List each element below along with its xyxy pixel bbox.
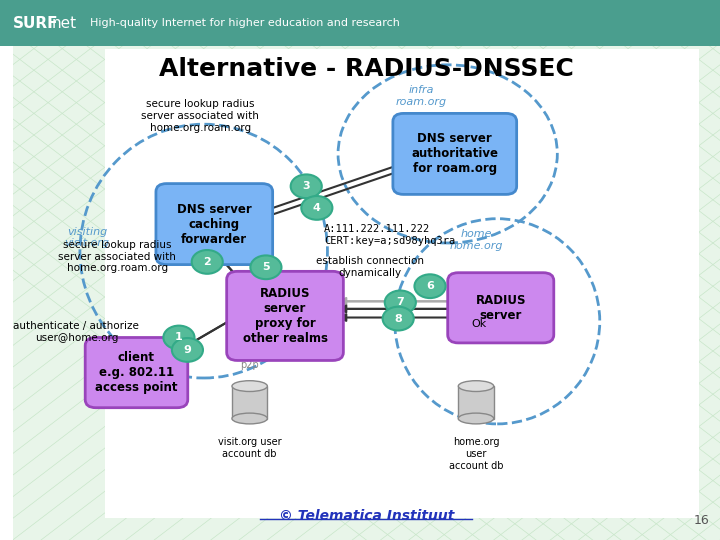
FancyBboxPatch shape [227, 271, 343, 361]
FancyBboxPatch shape [85, 338, 188, 408]
Text: A:111.222.111.222
CERT:key=a;sd98yhq3ra: A:111.222.111.222 CERT:key=a;sd98yhq3ra [324, 224, 455, 246]
Text: secure lookup radius
server associated with
home.org.roam.org: secure lookup radius server associated w… [58, 240, 176, 273]
Circle shape [172, 338, 203, 362]
FancyBboxPatch shape [104, 49, 699, 518]
Ellipse shape [232, 413, 267, 424]
Circle shape [291, 174, 322, 198]
Ellipse shape [459, 381, 494, 392]
Circle shape [384, 291, 416, 314]
Text: Ok: Ok [471, 319, 486, 329]
Text: 9: 9 [184, 345, 192, 355]
Text: p2p: p2p [240, 360, 259, 370]
Text: RADIUS
server
proxy for
other realms: RADIUS server proxy for other realms [243, 287, 328, 345]
FancyBboxPatch shape [448, 273, 554, 343]
Text: establish connection
dynamically: establish connection dynamically [316, 256, 424, 278]
Text: 7: 7 [397, 298, 404, 307]
Text: 4: 4 [313, 203, 321, 213]
Text: SURF: SURF [13, 16, 58, 31]
Text: © Telematica Instituut: © Telematica Instituut [279, 509, 454, 523]
FancyBboxPatch shape [459, 386, 494, 418]
Ellipse shape [232, 381, 267, 392]
Circle shape [251, 255, 282, 279]
Circle shape [163, 326, 194, 349]
Circle shape [301, 196, 333, 220]
Text: authenticate / authorize
user@home.org: authenticate / authorize user@home.org [14, 321, 139, 343]
Circle shape [192, 250, 222, 274]
Text: secure lookup radius
server associated with
home.org.roam.org: secure lookup radius server associated w… [141, 99, 259, 133]
Text: Alternative - RADIUS-DNSSEC: Alternative - RADIUS-DNSSEC [159, 57, 574, 80]
Circle shape [382, 307, 414, 330]
FancyBboxPatch shape [156, 184, 273, 265]
Text: 5: 5 [262, 262, 270, 272]
Text: RADIUS
server: RADIUS server [475, 294, 526, 322]
Circle shape [415, 274, 446, 298]
Text: 1: 1 [175, 333, 183, 342]
FancyBboxPatch shape [232, 386, 267, 418]
Text: visiting
visit.org: visiting visit.org [65, 227, 109, 248]
Text: infra
roam.org: infra roam.org [396, 85, 447, 107]
Text: net: net [52, 16, 77, 31]
Ellipse shape [459, 413, 494, 424]
Text: client
e.g. 802.11
access point: client e.g. 802.11 access point [95, 351, 178, 394]
Text: home.org
user
account db: home.org user account db [449, 437, 503, 470]
Text: home
home.org: home home.org [449, 230, 503, 251]
Text: 16: 16 [693, 514, 709, 526]
Text: High-quality Internet for higher education and research: High-quality Internet for higher educati… [90, 18, 400, 28]
FancyBboxPatch shape [13, 0, 720, 540]
Text: visit.org user
account db: visit.org user account db [218, 437, 282, 459]
Text: 3: 3 [302, 181, 310, 191]
Text: 2: 2 [203, 257, 211, 267]
Text: 8: 8 [395, 314, 402, 323]
FancyBboxPatch shape [393, 113, 517, 194]
Text: DNS server
caching
forwarder: DNS server caching forwarder [177, 202, 252, 246]
Text: DNS server
authoritative
for roam.org: DNS server authoritative for roam.org [411, 132, 498, 176]
Text: 6: 6 [426, 281, 434, 291]
